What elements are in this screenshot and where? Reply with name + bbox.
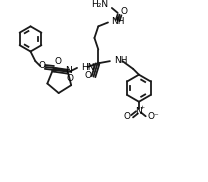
Text: O: O — [123, 112, 130, 121]
Text: O: O — [84, 71, 91, 80]
Text: N: N — [65, 66, 72, 75]
Text: O: O — [67, 74, 74, 83]
Text: H₂N: H₂N — [91, 0, 108, 9]
Text: O: O — [39, 62, 46, 70]
Text: O⁻: O⁻ — [148, 112, 159, 121]
Text: HN: HN — [81, 63, 94, 72]
Text: O: O — [121, 7, 128, 16]
Text: +: + — [139, 105, 144, 110]
Text: O: O — [54, 57, 61, 66]
Text: NH: NH — [114, 56, 127, 65]
Text: N: N — [136, 107, 142, 116]
Text: NH: NH — [111, 17, 124, 26]
